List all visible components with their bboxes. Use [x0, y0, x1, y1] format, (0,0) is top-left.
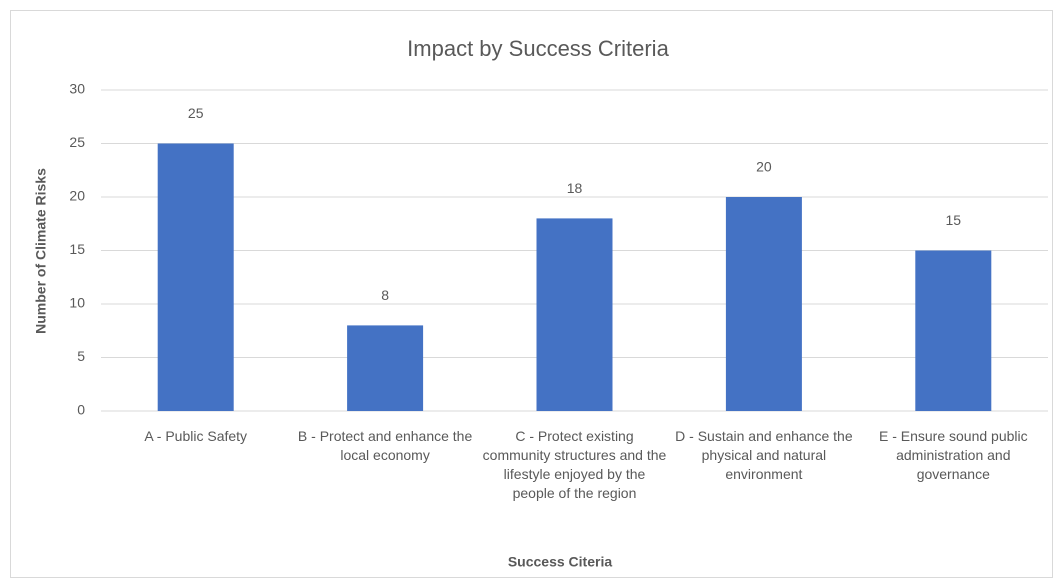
- y-tick-label: 20: [69, 188, 85, 204]
- y-axis-label: Number of Climate Risks: [33, 168, 49, 334]
- data-label: 18: [567, 180, 583, 196]
- bar: [725, 197, 802, 411]
- bar: [536, 218, 613, 411]
- y-tick-label: 10: [69, 295, 85, 311]
- bar: [347, 325, 424, 411]
- y-tick-label: 25: [69, 134, 85, 150]
- y-tick-label: 0: [77, 402, 85, 418]
- chart-title: Impact by Success Criteria: [407, 36, 669, 61]
- y-tick-label: 15: [69, 241, 85, 257]
- y-tick-label: 5: [77, 348, 85, 364]
- data-label: 25: [188, 105, 204, 121]
- data-label: 20: [756, 159, 772, 175]
- x-tick-label: A - Public Safety: [144, 428, 248, 444]
- bar: [915, 250, 992, 411]
- y-tick-label: 30: [69, 81, 85, 97]
- x-tick-label: E - Ensure sound public administration a…: [878, 428, 1028, 482]
- x-tick-label: B - Protect and enhance the local econom…: [297, 428, 473, 463]
- bar: [157, 143, 234, 411]
- data-label: 8: [381, 287, 389, 303]
- x-tick-label: C - Protect existing community structure…: [482, 428, 667, 501]
- x-tick-label: D - Sustain and enhance the physical and…: [675, 428, 853, 482]
- x-axis-label: Success Citeria: [508, 554, 612, 570]
- data-label: 15: [946, 212, 962, 228]
